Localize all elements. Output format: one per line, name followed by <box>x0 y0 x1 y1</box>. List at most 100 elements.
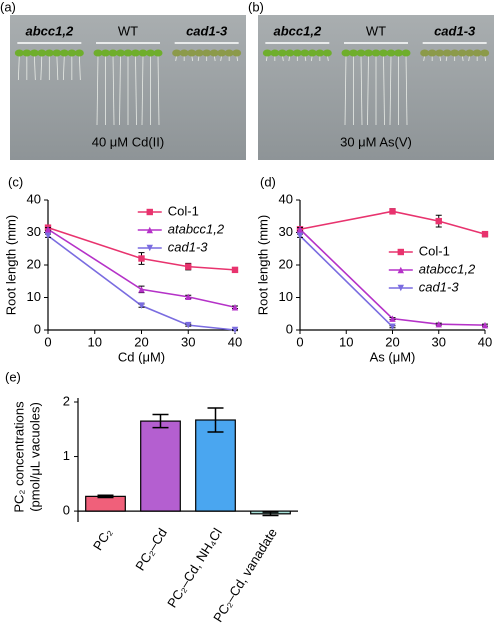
root <box>119 54 121 126</box>
point <box>397 248 404 256</box>
seedling <box>232 49 242 57</box>
bar <box>195 419 236 512</box>
seedling <box>270 49 280 57</box>
group-label: cad1-3 <box>434 23 476 38</box>
x-tick-label: 20 <box>134 334 148 349</box>
x-tick-label: 10 <box>88 334 102 349</box>
error-bar <box>152 413 169 429</box>
panel-label: (e) <box>5 369 21 384</box>
series-line <box>299 228 486 326</box>
x-tick-label: 10 <box>339 334 353 349</box>
seedling <box>427 49 437 57</box>
seedling <box>179 49 189 57</box>
point <box>146 244 153 252</box>
y-axis-label: Root length (mm) <box>3 215 18 315</box>
x-tick-label: PC₂ <box>90 525 115 553</box>
seedling <box>435 49 445 57</box>
y-tick-label: 20 <box>27 256 41 271</box>
root <box>367 54 369 126</box>
seedling <box>480 49 490 57</box>
seedling <box>420 49 430 57</box>
photo-caption: 30 μM As(V) <box>340 134 412 149</box>
root <box>405 54 408 126</box>
legend-label: cad1-3 <box>168 239 209 254</box>
point <box>296 232 304 239</box>
group-label: WT <box>366 23 386 38</box>
root <box>96 54 99 126</box>
y-tick-label: 0 <box>286 321 293 336</box>
root <box>344 54 347 126</box>
root <box>383 54 385 126</box>
point <box>481 321 489 329</box>
seedling <box>93 49 103 57</box>
y-tick-label: 40 <box>279 191 293 206</box>
point <box>435 320 442 328</box>
bar <box>85 495 126 512</box>
y-tick-label: 0 <box>34 321 41 336</box>
seedling <box>172 49 182 57</box>
seedling <box>322 49 332 57</box>
error-bar <box>207 407 224 433</box>
root <box>389 54 392 126</box>
seedling <box>349 49 358 57</box>
legend-label: Col-1 <box>419 243 450 258</box>
x-tick-label: 40 <box>228 334 242 349</box>
series-line <box>47 228 236 309</box>
root <box>135 54 137 126</box>
seedling <box>59 49 69 57</box>
seedling <box>116 49 125 57</box>
y-tick-label: 0 <box>63 503 70 518</box>
panel-label: (b) <box>248 0 264 14</box>
seedling <box>307 49 317 57</box>
seedling <box>74 49 84 57</box>
seedling <box>44 49 54 57</box>
y-axis-label: PC₂ concentrations <box>11 401 26 513</box>
seedling <box>29 49 39 57</box>
root <box>40 54 43 81</box>
error-bar <box>262 511 279 517</box>
seedling <box>52 49 62 57</box>
group-label: cad1-3 <box>186 23 228 38</box>
seedling <box>401 49 411 57</box>
root <box>360 54 363 126</box>
point <box>138 286 145 293</box>
seedling <box>146 49 155 57</box>
root <box>33 54 36 81</box>
group-label: abcc1,2 <box>25 23 73 38</box>
panel-label: (a) <box>0 0 16 14</box>
seedling <box>202 49 212 57</box>
point <box>146 226 153 234</box>
seedling <box>472 49 482 57</box>
seedling <box>209 49 219 57</box>
point <box>397 266 404 274</box>
group-label: abcc1,2 <box>273 23 321 38</box>
y-tick-label: 40 <box>27 191 41 206</box>
x-tick-label: PC₂–Cd, vanadate <box>210 525 280 624</box>
seedling <box>277 49 287 57</box>
seedling <box>123 49 133 57</box>
point <box>481 230 489 238</box>
point <box>138 255 145 262</box>
seedling <box>450 49 460 57</box>
seedling <box>187 49 197 57</box>
y-tick-label: 10 <box>279 289 293 304</box>
point <box>296 226 304 233</box>
point <box>185 293 192 301</box>
seedling <box>285 49 295 57</box>
point <box>138 302 145 309</box>
x-tick-label: 30 <box>181 334 195 349</box>
y-tick-label: 1 <box>63 448 70 463</box>
legend-label: cad1-3 <box>419 279 460 294</box>
legend-label: atabcc1,2 <box>419 261 476 276</box>
root <box>157 54 160 126</box>
error-bar <box>97 494 114 499</box>
x-tick-label: 30 <box>432 334 446 349</box>
legend-label: atabcc1,2 <box>168 221 225 236</box>
seedling <box>153 49 163 57</box>
seedling <box>364 49 373 57</box>
seedling <box>108 49 118 57</box>
series-line <box>299 210 486 235</box>
point <box>231 304 239 311</box>
x-tick-label: PC₂–Cd, NH₄Cl <box>164 525 225 610</box>
point <box>231 266 239 274</box>
